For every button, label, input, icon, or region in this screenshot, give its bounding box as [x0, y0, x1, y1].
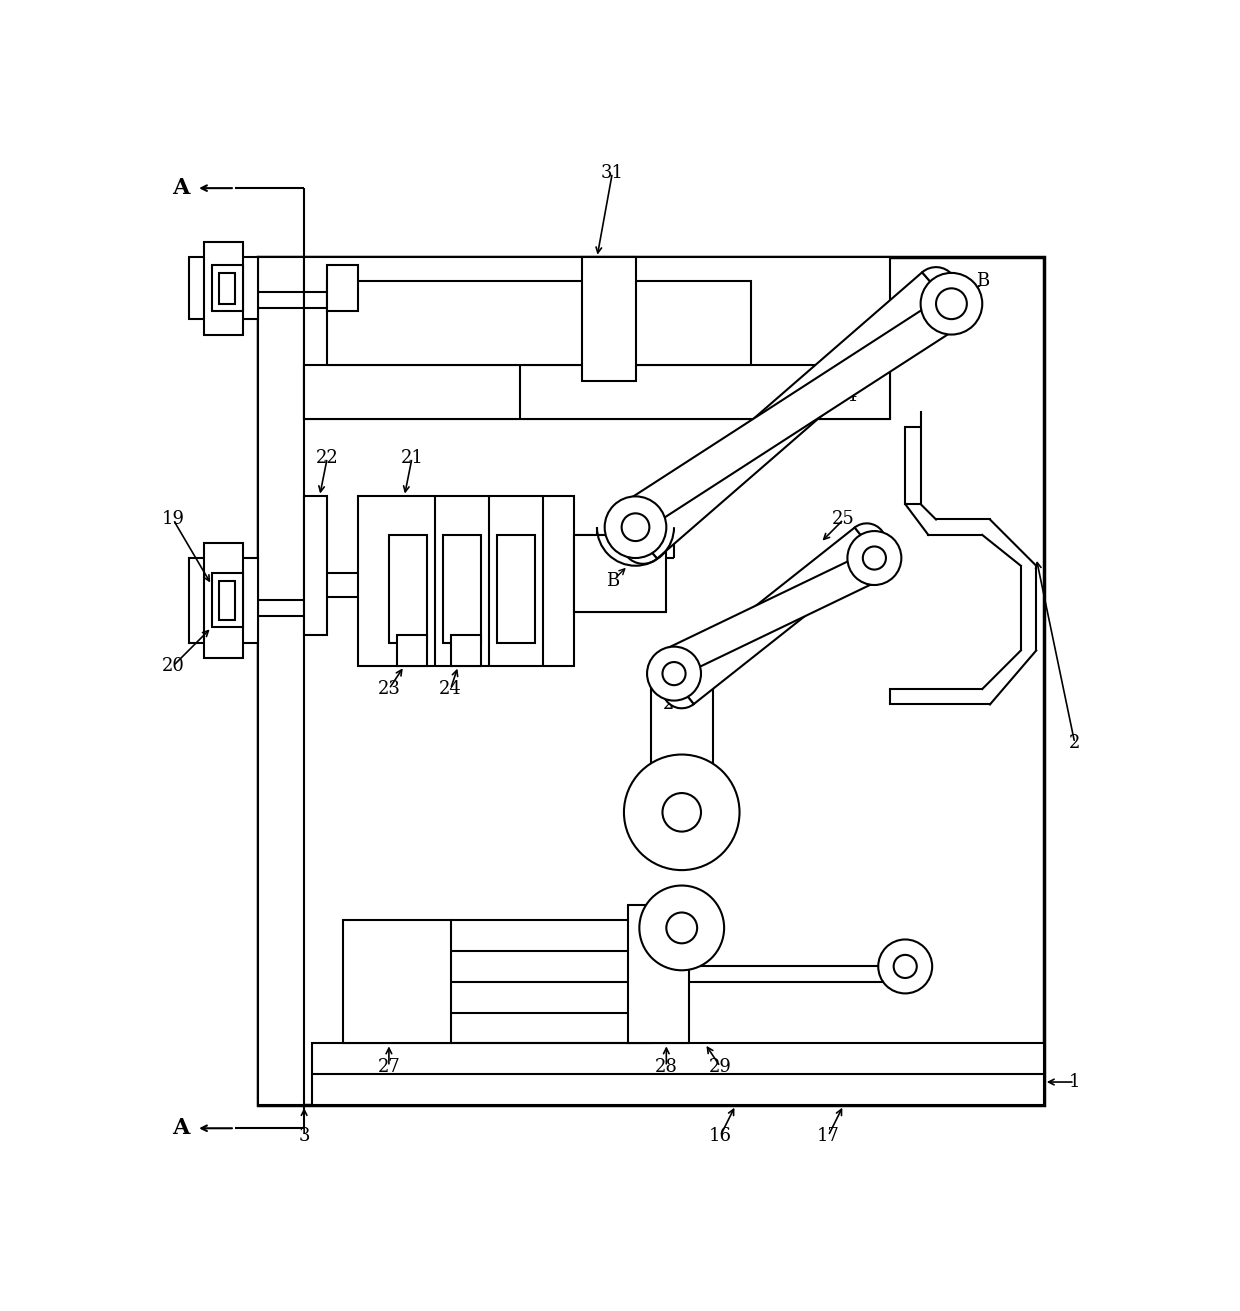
- Circle shape: [624, 755, 739, 871]
- Bar: [389, 535, 428, 642]
- Wedge shape: [868, 551, 890, 579]
- Text: 19: 19: [161, 510, 185, 528]
- Text: 31: 31: [601, 164, 624, 182]
- Circle shape: [647, 646, 701, 700]
- Bar: [188, 257, 258, 319]
- Wedge shape: [619, 501, 645, 534]
- Bar: [219, 581, 234, 620]
- Text: 20: 20: [161, 657, 185, 675]
- Bar: [219, 273, 234, 304]
- Text: 5: 5: [899, 333, 911, 351]
- Bar: [582, 257, 635, 380]
- Bar: [342, 920, 450, 1044]
- Bar: [258, 257, 304, 1105]
- Text: 1: 1: [1069, 1072, 1080, 1091]
- Text: 28: 28: [655, 1058, 678, 1075]
- Bar: [212, 265, 243, 312]
- Bar: [397, 635, 428, 666]
- Bar: [203, 243, 243, 334]
- Text: 26: 26: [662, 695, 686, 713]
- Bar: [327, 265, 358, 312]
- Text: B: B: [976, 271, 988, 290]
- Text: 27: 27: [377, 1058, 401, 1075]
- Text: 24: 24: [439, 680, 463, 697]
- Bar: [304, 366, 890, 420]
- Circle shape: [878, 940, 932, 994]
- Wedge shape: [923, 267, 957, 304]
- Text: B: B: [606, 572, 619, 590]
- Text: 29: 29: [709, 1058, 732, 1075]
- Wedge shape: [662, 674, 693, 708]
- Bar: [497, 535, 536, 642]
- Bar: [304, 257, 890, 420]
- Circle shape: [894, 954, 916, 978]
- Text: 23: 23: [377, 680, 401, 697]
- Bar: [651, 674, 713, 843]
- Text: A: A: [172, 177, 190, 199]
- Circle shape: [621, 514, 650, 541]
- Polygon shape: [630, 273, 950, 558]
- Circle shape: [662, 793, 701, 831]
- Bar: [358, 497, 574, 666]
- Polygon shape: [667, 552, 882, 676]
- Bar: [450, 635, 481, 666]
- Bar: [258, 257, 1044, 1105]
- Bar: [443, 535, 481, 642]
- Text: 2: 2: [1069, 734, 1080, 753]
- Polygon shape: [626, 296, 961, 530]
- Bar: [304, 497, 327, 635]
- Text: 21: 21: [401, 448, 424, 467]
- Circle shape: [640, 885, 724, 970]
- Circle shape: [863, 547, 885, 569]
- Bar: [203, 543, 243, 658]
- Text: A: A: [172, 1117, 190, 1139]
- Wedge shape: [658, 648, 681, 678]
- Text: 18: 18: [856, 572, 878, 590]
- Circle shape: [662, 662, 686, 686]
- Bar: [627, 905, 689, 1044]
- Bar: [212, 573, 243, 628]
- Text: 22: 22: [316, 448, 339, 467]
- Circle shape: [666, 912, 697, 944]
- Circle shape: [847, 531, 901, 585]
- Circle shape: [936, 288, 967, 319]
- Polygon shape: [670, 527, 879, 704]
- Text: 3: 3: [299, 1127, 310, 1145]
- Bar: [311, 1044, 1044, 1105]
- Wedge shape: [622, 527, 657, 564]
- Circle shape: [605, 497, 666, 558]
- Bar: [574, 535, 666, 612]
- Wedge shape: [854, 523, 885, 557]
- Text: 4: 4: [846, 387, 857, 405]
- Text: 17: 17: [817, 1127, 839, 1145]
- Text: 25: 25: [832, 510, 854, 528]
- Text: 16: 16: [709, 1127, 732, 1145]
- Bar: [188, 558, 258, 642]
- Bar: [327, 281, 751, 366]
- Circle shape: [920, 273, 982, 334]
- Wedge shape: [942, 294, 968, 326]
